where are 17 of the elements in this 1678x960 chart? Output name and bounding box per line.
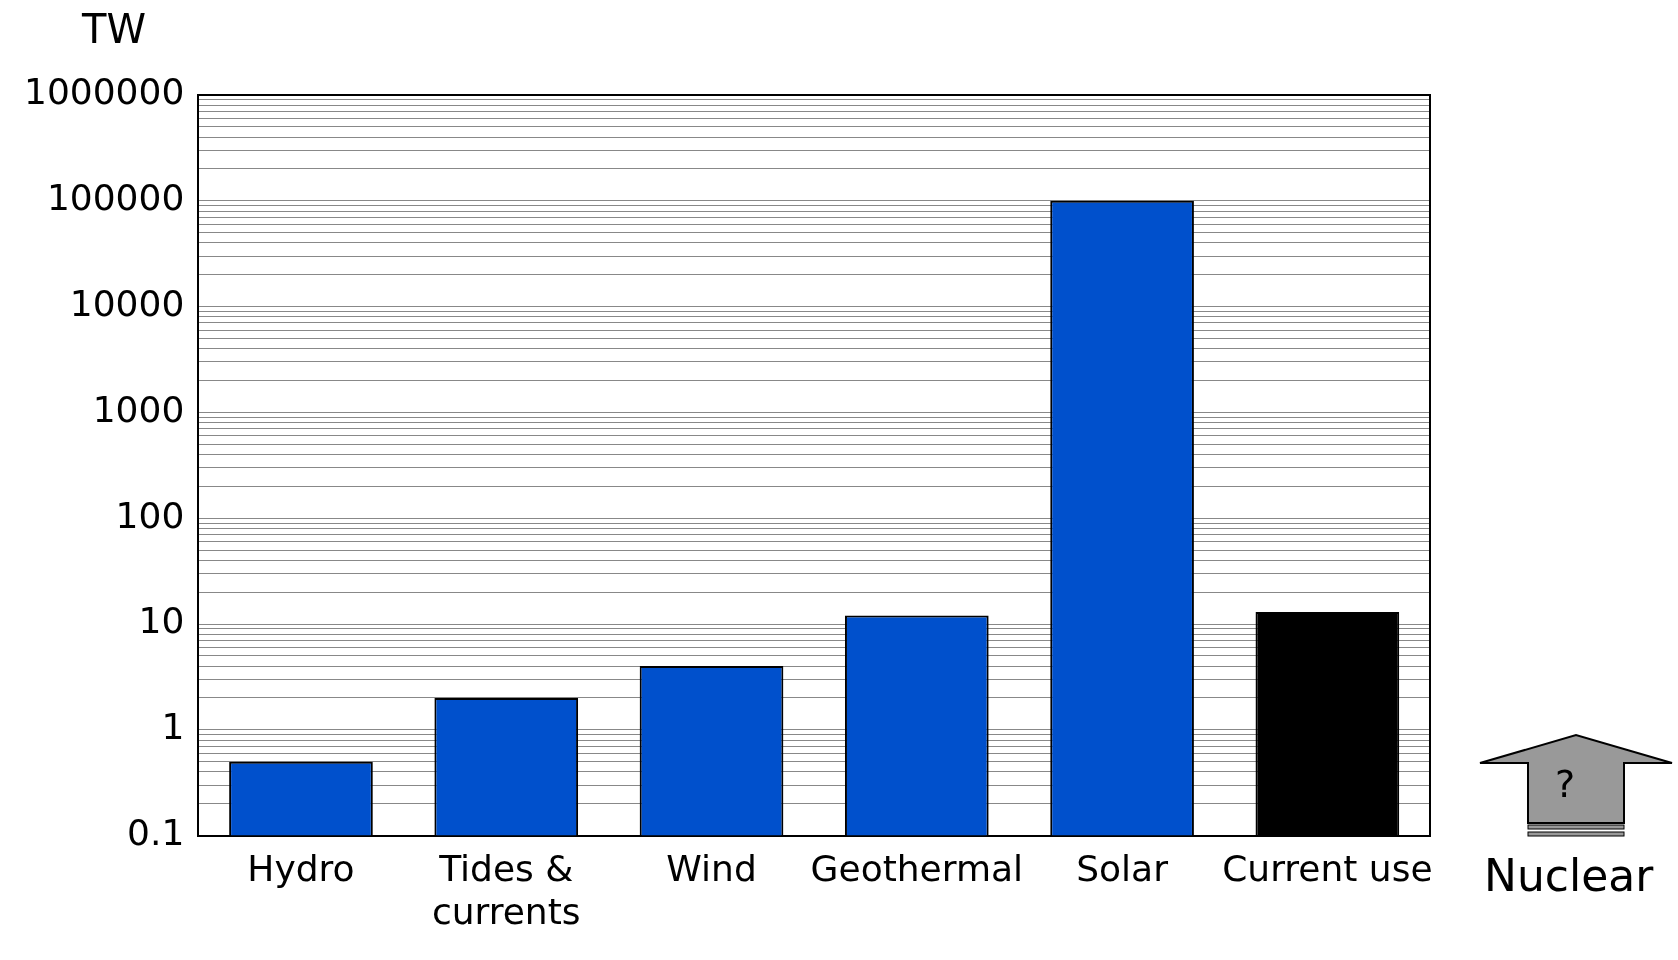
x-tick-label: Geothermal	[810, 847, 1024, 889]
text: ?	[1555, 762, 1576, 806]
x-tick-label: Solar	[1076, 847, 1169, 889]
y-tick-label: 1000000	[23, 71, 185, 113]
x-tick-label: Hydro	[247, 847, 355, 889]
text: Nuclear	[1484, 850, 1654, 901]
y-tick-label: 1	[161, 706, 185, 748]
y-axis-title: TW	[82, 6, 146, 52]
y-tick-label: 0.1	[127, 811, 185, 853]
x-tick-label: Wind	[666, 847, 757, 889]
y-tick-label: 10000	[69, 282, 185, 324]
x-tick-label: Current use	[1222, 847, 1433, 889]
y-tick-label: 10	[138, 600, 185, 642]
y-tick-label: 1000	[92, 388, 185, 430]
y-tick-label: 100	[115, 494, 185, 536]
y-tick-label: 100000	[46, 177, 185, 219]
x-tick-label: Tides & currents	[431, 847, 581, 932]
